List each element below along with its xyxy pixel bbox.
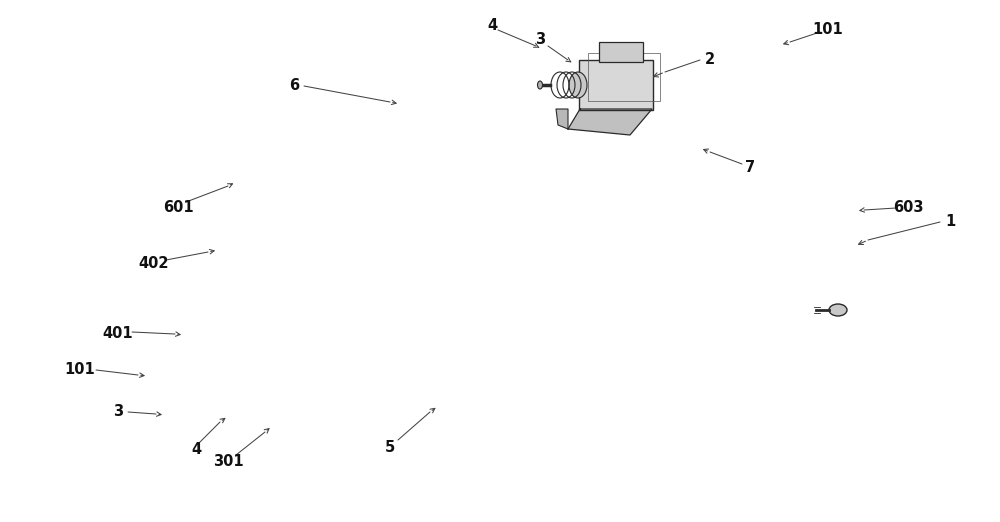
Text: 6: 6 bbox=[289, 78, 299, 93]
Text: 301: 301 bbox=[213, 455, 243, 469]
Ellipse shape bbox=[538, 81, 542, 89]
Text: 1: 1 bbox=[945, 215, 955, 230]
Polygon shape bbox=[556, 109, 568, 129]
Polygon shape bbox=[568, 109, 652, 135]
Text: 601: 601 bbox=[163, 200, 193, 216]
Ellipse shape bbox=[829, 304, 847, 316]
Text: 401: 401 bbox=[103, 326, 133, 341]
Text: 101: 101 bbox=[813, 22, 843, 38]
FancyBboxPatch shape bbox=[579, 60, 653, 110]
Text: 7: 7 bbox=[745, 160, 755, 175]
Text: 3: 3 bbox=[113, 405, 123, 420]
Text: 603: 603 bbox=[893, 200, 923, 216]
Text: 3: 3 bbox=[535, 32, 545, 48]
FancyBboxPatch shape bbox=[599, 42, 643, 62]
Text: 101: 101 bbox=[65, 362, 95, 377]
Text: 5: 5 bbox=[385, 440, 395, 455]
Text: 4: 4 bbox=[191, 443, 201, 457]
Text: 2: 2 bbox=[705, 53, 715, 67]
Ellipse shape bbox=[569, 72, 587, 98]
Text: 4: 4 bbox=[487, 18, 497, 33]
Text: 402: 402 bbox=[139, 256, 169, 271]
